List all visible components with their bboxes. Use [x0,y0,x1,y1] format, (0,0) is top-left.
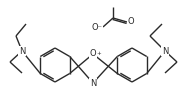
Text: N: N [162,46,168,55]
Text: +: + [97,51,101,56]
Text: O: O [127,17,134,26]
Text: N: N [19,46,25,55]
Text: O: O [90,49,96,58]
Text: O⁻: O⁻ [92,23,103,32]
Text: N: N [90,78,96,87]
